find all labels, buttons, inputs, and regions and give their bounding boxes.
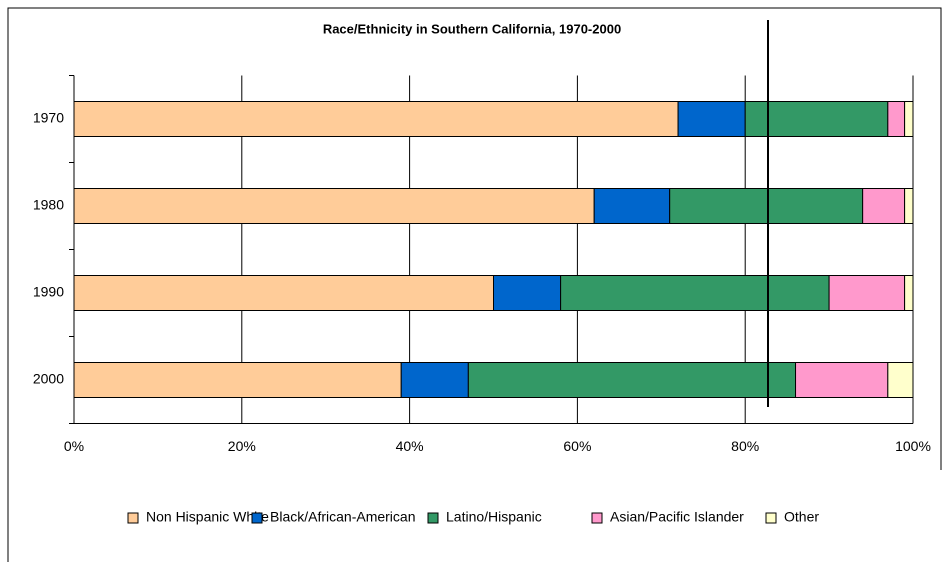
x-tick-label: 80% — [731, 438, 759, 454]
bar-segment — [467, 362, 797, 398]
y-tick-label: 2000 — [33, 371, 64, 387]
legend-label: Black/African-American — [270, 509, 416, 525]
chart-title: Race/Ethnicity in Southern California, 1… — [323, 21, 621, 36]
x-tick-label: 20% — [228, 438, 256, 454]
legend-label: Asian/Pacific Islander — [610, 509, 744, 525]
bar-segment — [493, 275, 562, 311]
bar-segment — [904, 101, 914, 137]
bar-segment — [560, 275, 830, 311]
legend-label: Latino/Hispanic — [446, 509, 542, 525]
y-tick-label: 1970 — [33, 110, 64, 126]
x-tick-label: 40% — [396, 438, 424, 454]
legend-item: Asian/Pacific Islander — [591, 509, 744, 525]
y-tick-label: 1980 — [33, 197, 64, 213]
legend-swatch — [765, 512, 777, 524]
bar-segment — [904, 188, 914, 224]
legend-swatch — [251, 512, 263, 524]
legend-swatch — [427, 512, 439, 524]
x-tick-label: 100% — [895, 438, 931, 454]
bar-segment — [887, 101, 906, 137]
bar-segment — [73, 101, 679, 137]
bar-segment — [904, 275, 914, 311]
plot-area: 0% 20% 40% 60% 80% 100% 1970 1980 1990 2000 Non Hi… — [33, 75, 931, 525]
bar-segment — [744, 101, 889, 137]
bar-segment — [862, 188, 906, 224]
bar-segment — [887, 362, 914, 398]
y-tick-label: 1990 — [33, 284, 64, 300]
legend-swatch — [127, 512, 139, 524]
legend-label: Other — [784, 509, 819, 525]
x-tick-label: 0% — [64, 438, 84, 454]
legend-item: Latino/Hispanic — [427, 509, 542, 525]
legend-swatch — [591, 512, 603, 524]
bar-segment — [828, 275, 906, 311]
chart-border — [7, 7, 942, 562]
x-tick-label: 60% — [563, 438, 591, 454]
bar-segment — [669, 188, 864, 224]
bar-segment — [73, 188, 595, 224]
legend-label: Non Hispanic White — [146, 509, 269, 525]
bar-segment — [400, 362, 469, 398]
legend-item: Non Hispanic White — [127, 509, 269, 525]
legend-item: Black/African-American — [251, 509, 416, 525]
bar-segment — [73, 362, 402, 398]
bar-segment — [677, 101, 746, 137]
bar-segment — [73, 275, 494, 311]
bar-segment — [795, 362, 889, 398]
bar-segment — [593, 188, 671, 224]
legend-item: Other — [765, 509, 819, 525]
